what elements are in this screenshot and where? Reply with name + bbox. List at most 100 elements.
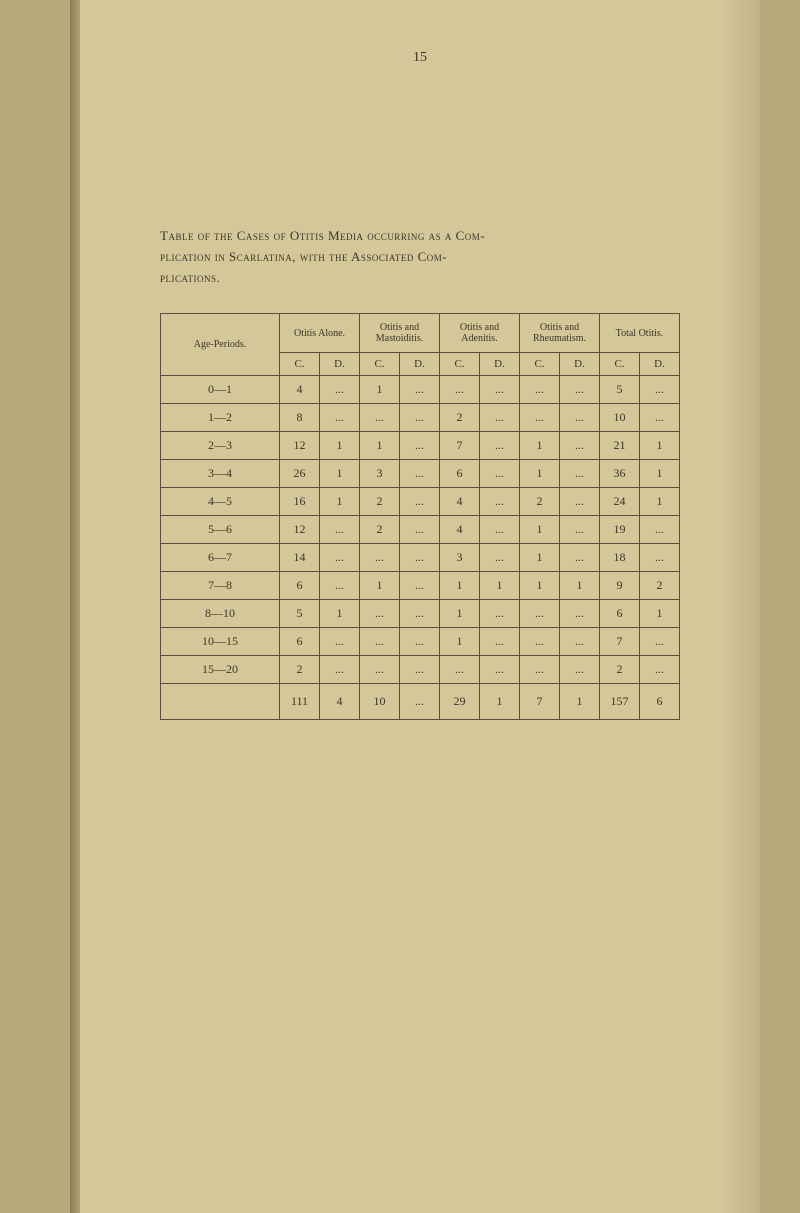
header-row-groups: Age-Periods. Otitis Alone. Otitis and Ma… — [161, 314, 680, 353]
data-cell: ... — [640, 376, 680, 404]
data-cell: 6 — [280, 628, 320, 656]
data-cell: ... — [440, 656, 480, 684]
data-cell: ... — [400, 656, 440, 684]
header-d: D. — [320, 353, 360, 376]
header-age-periods: Age-Periods. — [161, 314, 280, 376]
data-cell: ... — [520, 376, 560, 404]
header-total-otitis: Total Otitis. — [600, 314, 680, 353]
total-cell: 1 — [480, 684, 520, 720]
data-cell: 2 — [280, 656, 320, 684]
data-cell: ... — [480, 544, 520, 572]
data-cell: ... — [400, 404, 440, 432]
data-cell: ... — [360, 544, 400, 572]
total-cell: 157 — [600, 684, 640, 720]
data-cell: 6 — [600, 600, 640, 628]
data-cell: 1 — [560, 572, 600, 600]
data-cell: ... — [400, 488, 440, 516]
data-cell: ... — [640, 404, 680, 432]
data-cell: ... — [560, 488, 600, 516]
data-cell: 10 — [600, 404, 640, 432]
data-cell: ... — [480, 656, 520, 684]
age-cell: 4—5 — [161, 488, 280, 516]
data-cell: ... — [640, 656, 680, 684]
data-cell: ... — [560, 600, 600, 628]
data-cell: ... — [360, 628, 400, 656]
data-cell: 2 — [360, 488, 400, 516]
total-cell: 7 — [520, 684, 560, 720]
data-cell: ... — [640, 516, 680, 544]
data-cell: 2 — [600, 656, 640, 684]
total-cell: 111 — [280, 684, 320, 720]
age-cell: 1—2 — [161, 404, 280, 432]
table-row: 0—1 4 ... 1 ... ... ... ... ... 5 ... — [161, 376, 680, 404]
age-cell: 2—3 — [161, 432, 280, 460]
data-cell: 5 — [600, 376, 640, 404]
data-cell: 1 — [520, 516, 560, 544]
data-cell: ... — [400, 628, 440, 656]
data-cell: 1 — [520, 460, 560, 488]
age-cell: 0—1 — [161, 376, 280, 404]
data-cell: ... — [520, 600, 560, 628]
table-row: 8—10 5 1 ... ... 1 ... ... ... 6 1 — [161, 600, 680, 628]
data-cell: ... — [480, 432, 520, 460]
header-c: C. — [280, 353, 320, 376]
age-cell: 6—7 — [161, 544, 280, 572]
otitis-data-table: Age-Periods. Otitis Alone. Otitis and Ma… — [160, 313, 680, 720]
data-cell: ... — [480, 600, 520, 628]
data-cell: ... — [320, 516, 360, 544]
data-cell: 4 — [280, 376, 320, 404]
data-cell: ... — [320, 404, 360, 432]
data-cell: 1 — [480, 572, 520, 600]
age-cell: 10—15 — [161, 628, 280, 656]
data-cell: 1 — [440, 572, 480, 600]
data-cell: 1 — [640, 600, 680, 628]
data-cell: 5 — [280, 600, 320, 628]
header-c: C. — [520, 353, 560, 376]
data-cell: 1 — [520, 432, 560, 460]
data-cell: 4 — [440, 516, 480, 544]
data-cell: 3 — [440, 544, 480, 572]
table-row: 4—5 16 1 2 ... 4 ... 2 ... 24 1 — [161, 488, 680, 516]
data-cell: 7 — [440, 432, 480, 460]
table-row: 10—15 6 ... ... ... 1 ... ... ... 7 ... — [161, 628, 680, 656]
data-cell: ... — [320, 656, 360, 684]
data-cell: ... — [400, 460, 440, 488]
data-cell: 18 — [600, 544, 640, 572]
data-cell: ... — [400, 544, 440, 572]
age-cell: 15—20 — [161, 656, 280, 684]
header-otitis-adenitis: Otitis and Adenitis. — [440, 314, 520, 353]
data-cell: ... — [360, 656, 400, 684]
data-cell: 1 — [640, 432, 680, 460]
data-cell: ... — [320, 376, 360, 404]
data-cell: 1 — [440, 600, 480, 628]
data-cell: 3 — [360, 460, 400, 488]
total-age-cell — [161, 684, 280, 720]
data-cell: 21 — [600, 432, 640, 460]
total-cell: 4 — [320, 684, 360, 720]
data-cell: ... — [480, 628, 520, 656]
total-cell: 1 — [560, 684, 600, 720]
caption-line-1: Table of the Cases of Otitis Media occur… — [160, 228, 485, 243]
age-cell: 5—6 — [161, 516, 280, 544]
data-cell: 12 — [280, 516, 320, 544]
data-cell: ... — [400, 600, 440, 628]
data-cell: 6 — [440, 460, 480, 488]
data-cell: 4 — [440, 488, 480, 516]
data-cell: ... — [360, 404, 400, 432]
table-row: 2—3 12 1 1 ... 7 ... 1 ... 21 1 — [161, 432, 680, 460]
data-cell: 1 — [640, 460, 680, 488]
data-cell: 7 — [600, 628, 640, 656]
data-cell: 6 — [280, 572, 320, 600]
data-cell: 1 — [640, 488, 680, 516]
data-cell: ... — [360, 600, 400, 628]
age-cell: 8—10 — [161, 600, 280, 628]
data-cell: 1 — [440, 628, 480, 656]
header-otitis-mastoiditis: Otitis and Mastoiditis. — [360, 314, 440, 353]
table-row: 15—20 2 ... ... ... ... ... ... ... 2 ..… — [161, 656, 680, 684]
header-d: D. — [400, 353, 440, 376]
header-d: D. — [560, 353, 600, 376]
data-cell: 2 — [520, 488, 560, 516]
page-container: 15 Table of the Cases of Otitis Media oc… — [80, 0, 760, 1213]
header-d: D. — [640, 353, 680, 376]
table-body: 0—1 4 ... 1 ... ... ... ... ... 5 ... 1—… — [161, 376, 680, 720]
